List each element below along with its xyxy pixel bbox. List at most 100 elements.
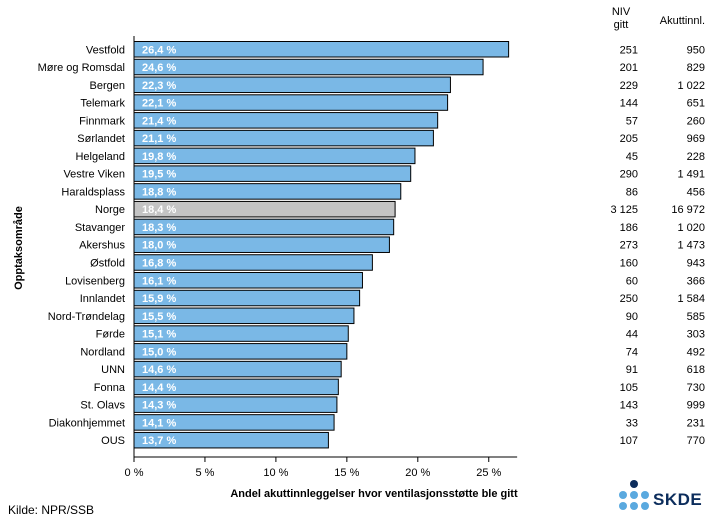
category-label: Norge	[95, 204, 125, 216]
category-label: Vestre Viken	[63, 169, 125, 181]
table-cell-akutt: 1 473	[677, 240, 705, 252]
category-label: Helgeland	[75, 151, 125, 163]
category-label: Telemark	[80, 98, 125, 110]
bar-value-label: 22,3 %	[142, 80, 176, 92]
bar-value-label: 21,4 %	[142, 115, 176, 127]
bar-value-label: 24,6 %	[142, 62, 176, 74]
table-cell-niv: 60	[626, 275, 638, 287]
category-label: Sørlandet	[77, 133, 125, 145]
bar-value-label: 14,4 %	[142, 382, 176, 394]
bar	[133, 129, 434, 147]
table-cell-niv: 57	[626, 115, 638, 127]
table-cell-niv: 251	[620, 44, 638, 56]
table-cell-niv: 144	[620, 98, 638, 110]
bar	[133, 378, 339, 396]
category-label: OUS	[101, 435, 125, 447]
bar-value-label: 18,8 %	[142, 186, 176, 198]
logo-dot-icon	[619, 491, 627, 499]
table-cell-niv: 91	[626, 364, 638, 376]
bar-value-label: 21,1 %	[142, 133, 176, 145]
x-axis-title: Andel akuttinnleggelser hvor ventilasjon…	[230, 488, 518, 500]
table-cell-akutt: 303	[687, 329, 705, 341]
logo-dot-icon	[641, 502, 649, 510]
table-cell-niv: 105	[620, 382, 638, 394]
table-cell-akutt: 969	[687, 133, 705, 145]
bar-value-label: 14,3 %	[142, 400, 176, 412]
bar-value-label: 13,7 %	[142, 435, 176, 447]
table-cell-niv: 45	[626, 151, 638, 163]
table-cell-niv: 186	[620, 222, 638, 234]
table-cell-akutt: 770	[687, 435, 705, 447]
table-cell-niv: 33	[626, 417, 638, 429]
bar-value-label: 22,1 %	[142, 98, 176, 110]
table-cell-akutt: 651	[687, 98, 705, 110]
table-cell-niv: 250	[620, 293, 638, 305]
bar	[133, 414, 335, 431]
category-label: Stavanger	[75, 222, 125, 234]
table-cell-akutt: 999	[687, 400, 705, 412]
table-cell-niv: 44	[626, 329, 638, 341]
x-tick-label: 25 %	[476, 467, 501, 479]
table-cell-niv: 160	[620, 257, 638, 269]
logo-dot-icon	[630, 491, 638, 499]
category-label: Møre og Romsdal	[38, 62, 125, 74]
table-cell-akutt: 260	[687, 115, 705, 127]
logo-text: SKDE	[653, 490, 703, 509]
x-tick-label: 10 %	[263, 467, 288, 479]
bar	[133, 41, 510, 58]
bar-value-label: 15,0 %	[142, 346, 176, 358]
bar	[133, 431, 329, 449]
bar-value-label: 19,5 %	[142, 169, 176, 181]
bar	[133, 272, 363, 289]
table-cell-niv: 143	[620, 400, 638, 412]
table-cell-niv: 3 125	[610, 204, 638, 216]
bar	[133, 76, 451, 94]
bar	[133, 307, 355, 325]
table-cell-niv: 86	[626, 186, 638, 198]
category-label: UNN	[101, 364, 125, 376]
bar-value-label: 14,1 %	[142, 417, 176, 429]
category-label: St. Olavs	[80, 400, 125, 412]
bar	[133, 396, 338, 413]
bar-value-label: 16,1 %	[142, 275, 176, 287]
table-cell-akutt: 585	[687, 311, 705, 323]
table-cell-akutt: 1 584	[677, 293, 705, 305]
bar-value-label: 16,8 %	[142, 257, 176, 269]
bar-value-label: 18,3 %	[142, 222, 176, 234]
x-tick-label: 15 %	[334, 467, 359, 479]
bar	[133, 218, 395, 236]
category-label: Lovisenberg	[65, 275, 125, 287]
table-header-niv: NIV	[612, 6, 631, 18]
bar-value-label: 15,1 %	[142, 329, 176, 341]
logo-dot-icon	[641, 491, 649, 499]
bar	[133, 183, 402, 200]
table-cell-niv: 201	[620, 62, 638, 74]
bar	[133, 112, 439, 129]
table-cell-akutt: 366	[687, 275, 705, 287]
skde-logo: SKDE	[615, 478, 715, 522]
x-tick-label: 5 %	[195, 467, 214, 479]
table-cell-akutt: 16 972	[671, 204, 705, 216]
category-label: Østfold	[90, 257, 125, 269]
table-cell-niv: 290	[620, 169, 638, 181]
table-cell-akutt: 228	[687, 151, 705, 163]
logo-dot-icon	[630, 480, 638, 488]
category-label: Innlandet	[80, 293, 125, 305]
table-cell-akutt: 231	[687, 417, 705, 429]
bar	[133, 289, 361, 307]
table-cell-akutt: 618	[687, 364, 705, 376]
table-cell-akutt: 1 020	[677, 222, 705, 234]
table-cell-niv: 205	[620, 133, 638, 145]
bar	[133, 94, 449, 111]
table-cell-niv: 229	[620, 80, 638, 92]
table-cell-niv: 107	[620, 435, 638, 447]
bar-value-label: 18,4 %	[142, 204, 176, 216]
bar-value-label: 15,9 %	[142, 293, 176, 305]
bar-value-label: 18,0 %	[142, 240, 176, 252]
y-axis-title: Opptaksområde	[13, 206, 25, 290]
bar	[133, 147, 416, 165]
table-cell-niv: 273	[620, 240, 638, 252]
x-tick-label: 20 %	[405, 467, 430, 479]
category-label: Diakonhjemmet	[49, 417, 125, 429]
table-header-akutt: Akuttinnl.	[660, 15, 705, 27]
